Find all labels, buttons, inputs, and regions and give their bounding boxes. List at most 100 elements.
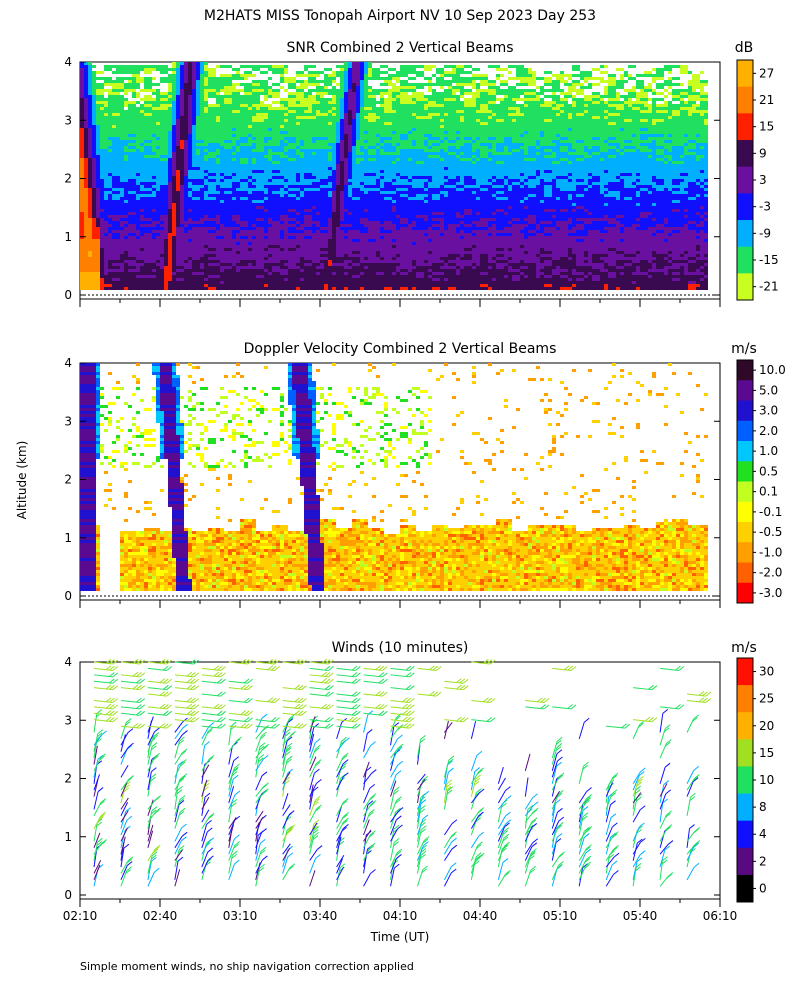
heatmap-cell	[92, 236, 96, 239]
heatmap-cell	[124, 173, 128, 176]
heatmap-cell	[248, 248, 252, 251]
heatmap-cell	[120, 263, 124, 266]
heatmap-cell	[336, 254, 340, 257]
heatmap-cell	[124, 161, 128, 164]
heatmap-cell	[92, 104, 96, 107]
heatmap-cell	[180, 230, 184, 233]
heatmap-cell	[260, 251, 264, 254]
heatmap-cell	[340, 224, 344, 227]
heatmap-cell	[300, 191, 304, 194]
heatmap-cell	[284, 227, 288, 230]
heatmap-cell	[348, 113, 352, 116]
heatmap-cell	[284, 155, 288, 158]
heatmap-cell	[280, 200, 284, 203]
heatmap-cell	[212, 128, 216, 131]
heatmap-cell	[240, 185, 244, 188]
heatmap-cell	[116, 263, 120, 266]
heatmap-cell	[108, 104, 112, 107]
heatmap-cell	[196, 281, 200, 284]
heatmap-cell	[100, 86, 104, 89]
heatmap-cell	[276, 236, 280, 239]
heatmap-cell	[160, 164, 164, 167]
heatmap-cell	[268, 278, 272, 281]
heatmap-cell	[260, 224, 264, 227]
heatmap-cell	[228, 185, 232, 188]
heatmap-cell	[312, 158, 316, 161]
heatmap-cell	[252, 212, 256, 215]
heatmap-cell	[136, 212, 140, 215]
heatmap-cell	[144, 89, 148, 92]
heatmap-cell	[276, 161, 280, 164]
heatmap-cell	[296, 251, 300, 254]
heatmap-cell	[188, 149, 192, 152]
heatmap-cell	[136, 137, 140, 140]
heatmap-cell	[292, 206, 296, 209]
heatmap-cell	[272, 161, 276, 164]
heatmap-cell	[212, 278, 216, 281]
heatmap-cell	[128, 197, 132, 200]
heatmap-cell	[324, 257, 328, 260]
heatmap-cell	[212, 188, 216, 191]
heatmap-cell	[224, 224, 228, 227]
heatmap-cell	[236, 278, 240, 281]
heatmap-cell	[312, 71, 316, 74]
heatmap-cell	[136, 83, 140, 86]
heatmap-cell	[336, 272, 340, 275]
heatmap-cell	[108, 116, 112, 119]
heatmap-cell	[172, 185, 176, 188]
heatmap-cell	[108, 89, 112, 92]
heatmap-cell	[232, 236, 236, 239]
heatmap-cell	[276, 233, 280, 236]
heatmap-cell	[128, 137, 132, 140]
heatmap-cell	[152, 173, 156, 176]
heatmap-cell	[196, 74, 200, 77]
heatmap-cell	[284, 215, 288, 218]
heatmap-cell	[248, 164, 252, 167]
heatmap-cell	[196, 113, 200, 116]
heatmap-cell	[112, 263, 116, 266]
heatmap-cell	[196, 245, 200, 248]
heatmap-cell	[252, 155, 256, 158]
heatmap-cell	[296, 146, 300, 149]
heatmap-cell	[228, 65, 232, 68]
heatmap-cell	[336, 260, 340, 263]
heatmap-cell	[148, 200, 152, 203]
heatmap-cell	[128, 185, 132, 188]
heatmap-cell	[96, 200, 100, 203]
heatmap-cell	[240, 89, 244, 92]
heatmap-cell	[160, 251, 164, 254]
heatmap-cell	[132, 152, 136, 155]
heatmap-cell	[260, 194, 264, 197]
heatmap-cell	[220, 260, 224, 263]
heatmap-cell	[140, 194, 144, 197]
heatmap-cell	[140, 158, 144, 161]
heatmap-cell	[272, 107, 276, 110]
heatmap-cell	[104, 131, 108, 134]
heatmap-cell	[336, 176, 340, 179]
heatmap-cell	[196, 131, 200, 134]
heatmap-cell	[276, 191, 280, 194]
heatmap-cell	[248, 155, 252, 158]
heatmap-cell	[308, 248, 312, 251]
heatmap-cell	[140, 161, 144, 164]
heatmap-cell	[100, 167, 104, 170]
heatmap-cell	[92, 140, 96, 143]
heatmap-cell	[152, 230, 156, 233]
heatmap-cell	[160, 113, 164, 116]
heatmap-cell	[160, 131, 164, 134]
heatmap-cell	[220, 86, 224, 89]
heatmap-cell	[340, 263, 344, 266]
heatmap-cell	[252, 182, 256, 185]
heatmap-cell	[144, 275, 148, 278]
heatmap-cell	[300, 281, 304, 284]
heatmap-cell	[252, 158, 256, 161]
heatmap-cell	[320, 242, 324, 245]
heatmap-cell	[84, 212, 88, 215]
heatmap-cell	[188, 95, 192, 98]
heatmap-cell	[188, 125, 192, 128]
heatmap-cell	[172, 176, 176, 179]
heatmap-cell	[172, 275, 176, 278]
heatmap-cell	[96, 170, 100, 173]
heatmap-cell	[160, 104, 164, 107]
heatmap-cell	[208, 254, 212, 257]
